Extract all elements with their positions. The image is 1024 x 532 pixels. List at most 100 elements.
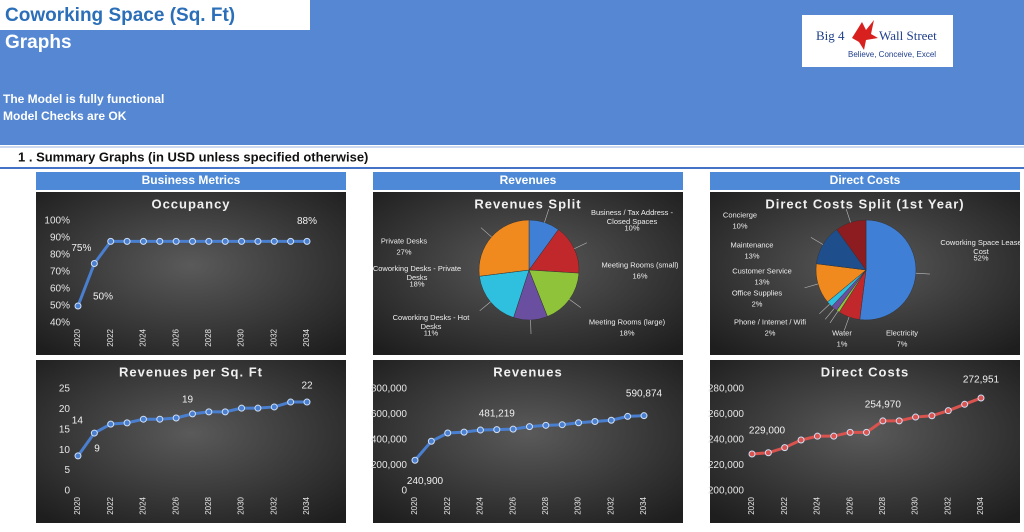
data-point — [764, 449, 772, 457]
data-point — [797, 436, 805, 444]
slice-value: 2% — [764, 328, 776, 338]
leader-line — [810, 237, 824, 245]
x-tick-label: 2032 — [269, 496, 278, 514]
data-point — [444, 429, 452, 437]
slice-label: Maintenance — [730, 240, 774, 250]
x-tick-label: 2034 — [302, 328, 311, 346]
data-label: 22 — [301, 381, 313, 392]
slice-label: Electricity — [885, 328, 919, 338]
x-tick-label: 2032 — [606, 496, 615, 514]
x-tick-label: 2026 — [171, 496, 180, 514]
x-tick-label: 2024 — [476, 496, 485, 514]
leader-line — [844, 316, 850, 331]
logo-eagle — [852, 20, 878, 50]
page-title: Coworking Space (Sq. Ft) — [5, 5, 235, 26]
slice-label: Coworking Desks - Hot Desks — [392, 313, 470, 331]
data-label: 481,219 — [479, 408, 516, 419]
y-tick-label: 10 — [59, 445, 71, 456]
data-point — [107, 420, 115, 428]
data-point — [846, 428, 854, 436]
slice-value: 13% — [754, 277, 770, 287]
x-tick-label: 2028 — [204, 328, 213, 346]
slice-value: 52% — [973, 253, 989, 263]
y-tick-label: 220,000 — [708, 460, 745, 471]
data-point — [156, 237, 164, 245]
data-point — [107, 237, 115, 245]
data-point — [607, 416, 615, 424]
data-point — [287, 398, 295, 406]
chart-area — [373, 360, 683, 523]
x-tick-label: 2034 — [302, 496, 311, 514]
slice-value: 18% — [619, 328, 635, 338]
data-point — [879, 417, 887, 425]
x-tick-label: 2028 — [204, 496, 213, 514]
data-point — [558, 421, 566, 429]
data-point — [912, 413, 920, 421]
data-point — [928, 412, 936, 420]
y-tick-label: 0 — [64, 486, 70, 497]
x-tick-label: 2024 — [139, 496, 148, 514]
x-tick-label: 2022 — [106, 496, 115, 514]
data-point — [977, 394, 985, 402]
y-tick-label: 240,000 — [708, 435, 745, 446]
x-tick-label: 2026 — [845, 496, 854, 514]
data-point — [526, 423, 533, 431]
slice-label: Meeting Rooms (small) — [601, 260, 679, 270]
data-point — [591, 418, 599, 426]
leader-line — [845, 209, 851, 223]
y-tick-label: 20 — [59, 404, 71, 415]
y-tick-label: 50% — [50, 301, 70, 312]
leader-line — [574, 242, 588, 249]
slice-value: 2% — [751, 299, 763, 309]
data-label: 88% — [297, 216, 317, 227]
chart-title: Revenues per Sq. Ft — [119, 364, 263, 379]
data-point — [254, 237, 262, 245]
data-point — [830, 432, 838, 440]
chart-title: Direct Costs — [821, 364, 910, 379]
data-point — [90, 260, 98, 267]
data-point — [303, 398, 311, 406]
data-point — [624, 412, 632, 420]
y-tick-label: 80% — [50, 250, 70, 261]
x-tick-label: 2022 — [106, 328, 115, 346]
x-tick-label: 2020 — [73, 328, 82, 346]
y-tick-label: 40% — [50, 318, 70, 329]
logo-box — [802, 15, 953, 67]
x-tick-label: 2030 — [574, 496, 583, 514]
y-tick-label: 200,000 — [371, 460, 408, 471]
y-tick-label: 60% — [50, 284, 70, 295]
pie-slice — [528, 269, 580, 317]
data-point — [74, 302, 82, 310]
data-label: 254,970 — [865, 400, 902, 411]
pie-slice — [859, 219, 917, 321]
y-tick-label: 400,000 — [371, 435, 408, 446]
leader-line — [569, 299, 581, 308]
x-tick-label: 2030 — [237, 328, 246, 346]
data-point — [123, 419, 131, 427]
slice-value: 27% — [396, 247, 412, 257]
data-point — [90, 429, 98, 437]
y-tick-label: 5 — [64, 465, 70, 476]
data-label: 14 — [72, 416, 84, 427]
x-tick-label: 2024 — [813, 496, 822, 514]
panel-header — [36, 172, 346, 190]
y-tick-label: 200,000 — [708, 486, 745, 497]
data-point — [270, 403, 278, 411]
data-point — [205, 237, 213, 245]
slice-value: 16% — [632, 271, 648, 281]
x-tick-label: 2020 — [410, 496, 419, 514]
x-tick-label: 2030 — [911, 496, 920, 514]
y-tick-label: 90% — [50, 233, 70, 244]
data-point — [74, 452, 82, 460]
chart-area — [36, 360, 346, 523]
data-point — [123, 237, 131, 245]
panel-header — [373, 172, 683, 190]
data-point — [287, 237, 295, 245]
status: The Model is fully functional — [3, 92, 164, 106]
data-point — [748, 450, 756, 458]
page-subtitle: Graphs — [5, 32, 72, 53]
chart-title: Direct Costs Split (1st Year) — [765, 196, 964, 211]
slice-value: 1% — [836, 339, 848, 349]
status: Model Checks are OK — [3, 109, 127, 123]
